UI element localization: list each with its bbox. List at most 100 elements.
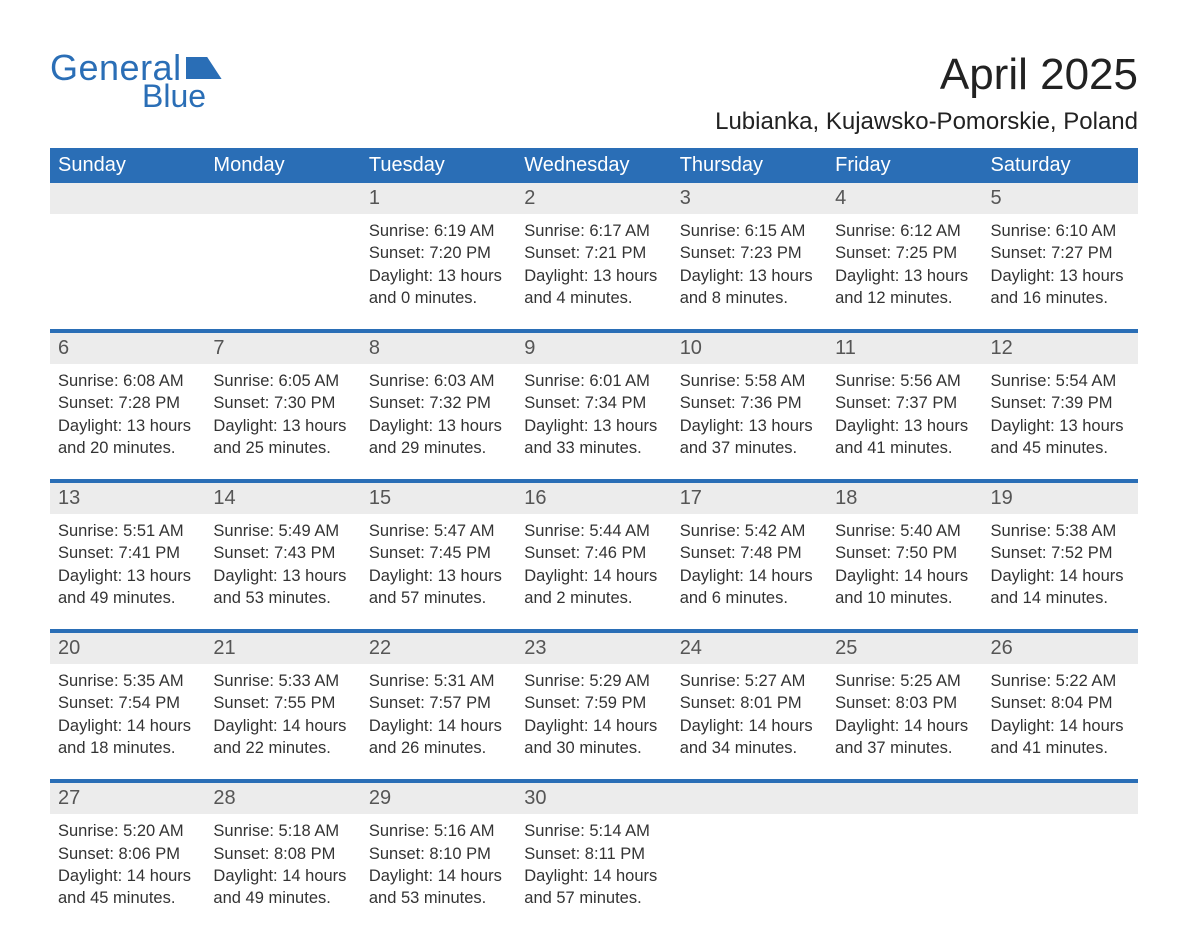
sunset-text: Sunset: 8:04 PM [991,692,1130,714]
daylight-text: and 53 minutes. [369,887,508,909]
day-cell: Sunrise: 6:03 AMSunset: 7:32 PMDaylight:… [361,364,516,479]
content-row: Sunrise: 5:51 AMSunset: 7:41 PMDaylight:… [50,514,1138,629]
day-cell: Sunrise: 5:25 AMSunset: 8:03 PMDaylight:… [827,664,982,779]
day-number: 3 [672,183,827,214]
day-header-row: Sunday Monday Tuesday Wednesday Thursday… [50,148,1138,183]
day-cell: Sunrise: 5:56 AMSunset: 7:37 PMDaylight:… [827,364,982,479]
daylight-text: Daylight: 13 hours [680,265,819,287]
daylight-text: Daylight: 14 hours [680,715,819,737]
day-number: 22 [361,633,516,664]
sunrise-text: Sunrise: 5:22 AM [991,670,1130,692]
sunrise-text: Sunrise: 5:54 AM [991,370,1130,392]
daylight-text: Daylight: 13 hours [524,415,663,437]
day-cell: Sunrise: 5:22 AMSunset: 8:04 PMDaylight:… [983,664,1138,779]
sunrise-text: Sunrise: 6:01 AM [524,370,663,392]
sunset-text: Sunset: 7:46 PM [524,542,663,564]
daylight-text: and 57 minutes. [369,587,508,609]
sunset-text: Sunset: 8:01 PM [680,692,819,714]
sunset-text: Sunset: 7:57 PM [369,692,508,714]
sunrise-text: Sunrise: 6:12 AM [835,220,974,242]
day-cell: Sunrise: 5:14 AMSunset: 8:11 PMDaylight:… [516,814,671,929]
daylight-text: and 20 minutes. [58,437,197,459]
day-number: 25 [827,633,982,664]
day-number: 15 [361,483,516,514]
sunset-text: Sunset: 7:41 PM [58,542,197,564]
sunset-text: Sunset: 8:10 PM [369,843,508,865]
content-row: Sunrise: 6:08 AMSunset: 7:28 PMDaylight:… [50,364,1138,479]
day-cell [50,214,205,329]
daylight-text: Daylight: 13 hours [991,415,1130,437]
daylight-text: Daylight: 13 hours [58,565,197,587]
sunrise-text: Sunrise: 6:15 AM [680,220,819,242]
daylight-text: and 33 minutes. [524,437,663,459]
daylight-text: and 53 minutes. [213,587,352,609]
day-number: 13 [50,483,205,514]
daylight-text: Daylight: 14 hours [680,565,819,587]
day-number: 29 [361,783,516,814]
sunrise-text: Sunrise: 6:19 AM [369,220,508,242]
daylight-text: Daylight: 13 hours [58,415,197,437]
day-number: 24 [672,633,827,664]
sunset-text: Sunset: 7:28 PM [58,392,197,414]
day-cell [205,214,360,329]
sunrise-text: Sunrise: 5:44 AM [524,520,663,542]
day-cell: Sunrise: 5:47 AMSunset: 7:45 PMDaylight:… [361,514,516,629]
sunset-text: Sunset: 7:36 PM [680,392,819,414]
day-number [205,183,360,214]
sunset-text: Sunset: 7:23 PM [680,242,819,264]
daylight-text: Daylight: 14 hours [524,865,663,887]
sunrise-text: Sunrise: 5:35 AM [58,670,197,692]
day-header: Saturday [983,148,1138,183]
sunset-text: Sunset: 7:48 PM [680,542,819,564]
sunrise-text: Sunrise: 5:16 AM [369,820,508,842]
sunset-text: Sunset: 7:43 PM [213,542,352,564]
day-number: 5 [983,183,1138,214]
day-cell: Sunrise: 5:31 AMSunset: 7:57 PMDaylight:… [361,664,516,779]
sunset-text: Sunset: 7:32 PM [369,392,508,414]
daylight-text: and 4 minutes. [524,287,663,309]
sunrise-text: Sunrise: 6:08 AM [58,370,197,392]
daylight-text: and 26 minutes. [369,737,508,759]
day-cell: Sunrise: 6:19 AMSunset: 7:20 PMDaylight:… [361,214,516,329]
daylight-text: Daylight: 14 hours [213,865,352,887]
daylight-text: Daylight: 14 hours [369,715,508,737]
day-number: 28 [205,783,360,814]
daylight-text: Daylight: 13 hours [369,415,508,437]
day-number: 20 [50,633,205,664]
day-number: 2 [516,183,671,214]
sunrise-text: Sunrise: 5:42 AM [680,520,819,542]
flag-icon [186,57,222,79]
sunrise-text: Sunrise: 5:14 AM [524,820,663,842]
sunset-text: Sunset: 7:30 PM [213,392,352,414]
daylight-text: and 14 minutes. [991,587,1130,609]
sunset-text: Sunset: 7:21 PM [524,242,663,264]
day-number [672,783,827,814]
day-cell: Sunrise: 5:27 AMSunset: 8:01 PMDaylight:… [672,664,827,779]
day-cell: Sunrise: 5:20 AMSunset: 8:06 PMDaylight:… [50,814,205,929]
daylight-text: and 41 minutes. [835,437,974,459]
day-number: 14 [205,483,360,514]
daylight-text: and 8 minutes. [680,287,819,309]
daynum-row: 13141516171819 [50,483,1138,514]
content-row: Sunrise: 5:35 AMSunset: 7:54 PMDaylight:… [50,664,1138,779]
sunrise-text: Sunrise: 5:33 AM [213,670,352,692]
day-number: 4 [827,183,982,214]
sunrise-text: Sunrise: 6:17 AM [524,220,663,242]
daylight-text: and 2 minutes. [524,587,663,609]
day-cell: Sunrise: 5:54 AMSunset: 7:39 PMDaylight:… [983,364,1138,479]
day-number: 23 [516,633,671,664]
title-block: April 2025 Lubianka, Kujawsko-Pomorskie,… [715,50,1138,136]
daylight-text: Daylight: 14 hours [213,715,352,737]
day-cell: Sunrise: 6:01 AMSunset: 7:34 PMDaylight:… [516,364,671,479]
daylight-text: and 18 minutes. [58,737,197,759]
daylight-text: Daylight: 13 hours [991,265,1130,287]
sunrise-text: Sunrise: 6:03 AM [369,370,508,392]
daylight-text: and 37 minutes. [680,437,819,459]
month-title: April 2025 [715,50,1138,100]
day-number: 17 [672,483,827,514]
sunset-text: Sunset: 8:11 PM [524,843,663,865]
day-cell: Sunrise: 5:16 AMSunset: 8:10 PMDaylight:… [361,814,516,929]
day-cell: Sunrise: 6:17 AMSunset: 7:21 PMDaylight:… [516,214,671,329]
daylight-text: and 41 minutes. [991,737,1130,759]
daylight-text: Daylight: 14 hours [835,565,974,587]
